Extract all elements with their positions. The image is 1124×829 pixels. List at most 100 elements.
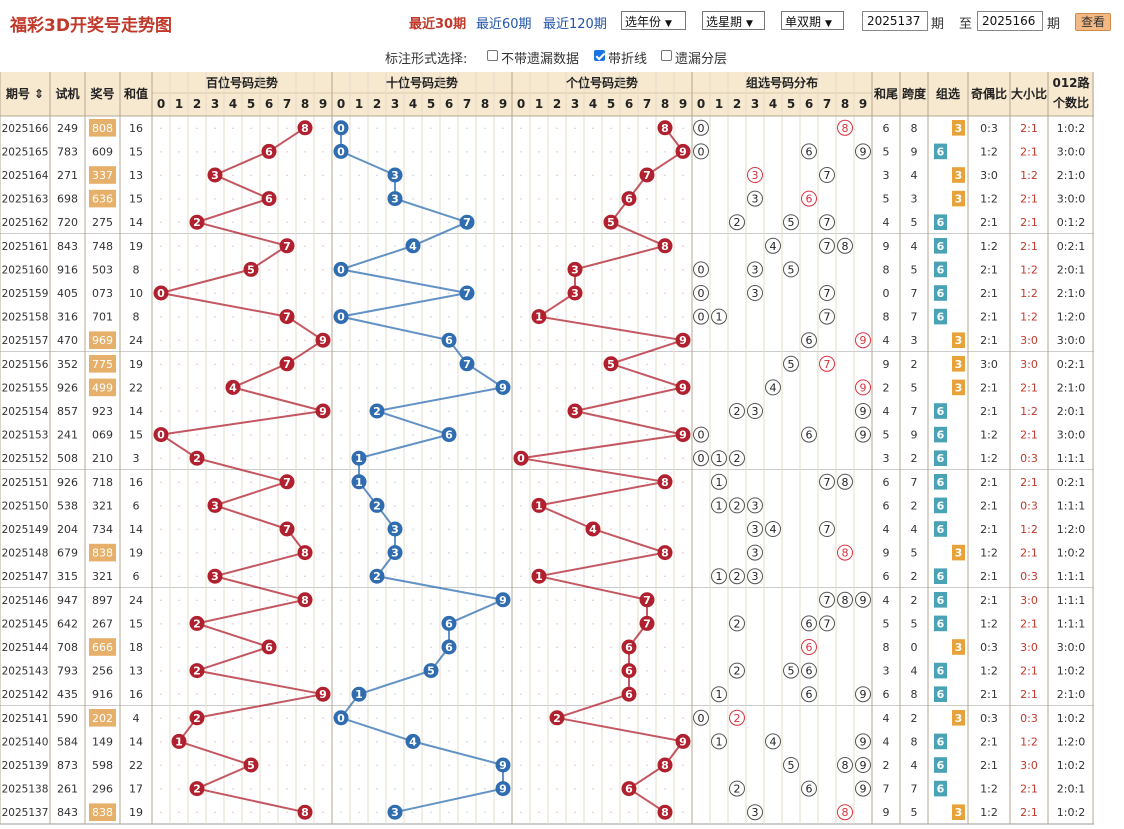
omission-layer-checkbox[interactable] (661, 50, 672, 61)
prize-number: 256 (92, 665, 113, 678)
omission-dot: · (573, 712, 577, 725)
polyline-label[interactable]: 带折线 (608, 52, 648, 67)
table-row (0, 210, 1094, 234)
digit-ball (531, 497, 547, 513)
polyline-checkbox[interactable] (594, 50, 605, 61)
omission-dot: · (285, 405, 289, 418)
digit-header: 3 (751, 97, 759, 111)
odd-even-ratio: 3:0 (980, 169, 998, 182)
no-omission-checkbox[interactable] (487, 50, 498, 61)
omission-dot: · (519, 617, 523, 630)
road-ratio: 1:0:2 (1057, 759, 1085, 772)
omission-dot: · (483, 547, 487, 560)
omission-dot: · (393, 499, 397, 512)
no-omission-label[interactable]: 不带遗漏数据 (501, 52, 580, 67)
omission-dot: · (411, 381, 415, 394)
group-digit-marker (711, 308, 727, 325)
omission-dot: · (681, 287, 685, 300)
omission-dot: · (591, 806, 595, 819)
odd-even-issue-select[interactable]: 单双期 ▼ (781, 11, 844, 30)
omission-dot: · (501, 358, 505, 371)
sum-tail: 4 (883, 405, 890, 418)
omission-dot: · (681, 193, 685, 206)
omission-dot: · (429, 476, 433, 489)
omission-dot: · (159, 594, 163, 607)
omission-dot: · (447, 452, 451, 465)
omission-dot: · (321, 665, 325, 678)
digit-ball (423, 663, 439, 679)
omission-dot: · (465, 429, 469, 442)
omission-dot: · (447, 405, 451, 418)
group-type: 3 (955, 547, 963, 560)
omission-dot: · (393, 688, 397, 701)
digit-header: 2 (373, 97, 381, 111)
nav-last-120[interactable]: 最近120期 (543, 17, 607, 32)
issue-number: 2025160 (2, 264, 49, 276)
omission-dot: · (681, 783, 685, 796)
group-digit-marker (837, 544, 853, 561)
prize-number: 838 (92, 547, 113, 560)
group-digit: 2 (734, 570, 741, 583)
group-digit: 2 (734, 712, 741, 725)
odd-even-ratio: 1:2 (980, 429, 998, 442)
omission-dot: · (357, 358, 361, 371)
omission-dot: · (339, 429, 343, 442)
omission-dot: · (483, 712, 487, 725)
omission-dot: · (645, 476, 649, 489)
omission-dot: · (213, 263, 217, 276)
omission-dot: · (609, 523, 613, 536)
year-select[interactable]: 选年份 ▼ (621, 11, 686, 30)
omission-dot: · (303, 193, 307, 206)
omission-dot: · (231, 287, 235, 300)
test-number: 843 (57, 240, 78, 253)
omission-dot: · (627, 735, 631, 748)
prize-number: 275 (92, 216, 113, 229)
omission-dot: · (285, 712, 289, 725)
span-value: 5 (911, 547, 918, 560)
weekday-select[interactable]: 选星期 ▼ (702, 11, 765, 30)
omission-dot: · (591, 641, 595, 654)
digit-ball (657, 120, 673, 136)
sum-value: 15 (129, 193, 143, 206)
view-button[interactable]: 查看 (1075, 13, 1111, 31)
test-number: 315 (57, 570, 78, 583)
group-digit: 9 (860, 688, 867, 701)
omission-dot: · (465, 169, 469, 182)
big-small-ratio: 1:2 (1020, 169, 1038, 182)
nav-last-60[interactable]: 最近60期 (476, 17, 532, 32)
omission-layer-label[interactable]: 遗漏分层 (675, 52, 728, 67)
digit-header: 8 (301, 97, 309, 111)
to-issue-input[interactable]: 2025166 (977, 11, 1043, 31)
digit-header: 7 (463, 97, 471, 111)
sum-value: 19 (129, 240, 143, 253)
omission-dot: · (573, 122, 577, 135)
omission-dot: · (465, 405, 469, 418)
sum-tail: 9 (883, 358, 890, 371)
group-type-badge (952, 379, 965, 396)
sum-tail: 4 (883, 735, 890, 748)
omission-dot: · (303, 263, 307, 276)
group-type-badge (952, 710, 965, 726)
digit-ball (297, 120, 313, 136)
digit-ball-label: 9 (679, 429, 687, 442)
omission-dot: · (555, 523, 559, 536)
road-ratio: 2:0:1 (1057, 783, 1085, 796)
group-digit-marker (765, 733, 781, 750)
from-issue-input[interactable]: 2025137 (862, 11, 928, 31)
omission-dot: · (555, 193, 559, 206)
nav-last-30[interactable]: 最近30期 (409, 17, 467, 32)
omission-dot: · (573, 594, 577, 607)
omission-dot: · (555, 240, 559, 253)
omission-dot: · (663, 263, 667, 276)
odd-even-ratio: 2:1 (980, 688, 998, 701)
omission-dot: · (357, 735, 361, 748)
digit-header: 2 (733, 97, 741, 111)
omission-dot: · (213, 429, 217, 442)
group-digit: 9 (860, 405, 867, 418)
group-digit-marker (801, 332, 817, 349)
omission-dot: · (303, 429, 307, 442)
group-type: 6 (937, 216, 945, 229)
omission-dot: · (663, 429, 667, 442)
group-type: 6 (937, 665, 945, 678)
group-digit-marker (711, 473, 727, 490)
